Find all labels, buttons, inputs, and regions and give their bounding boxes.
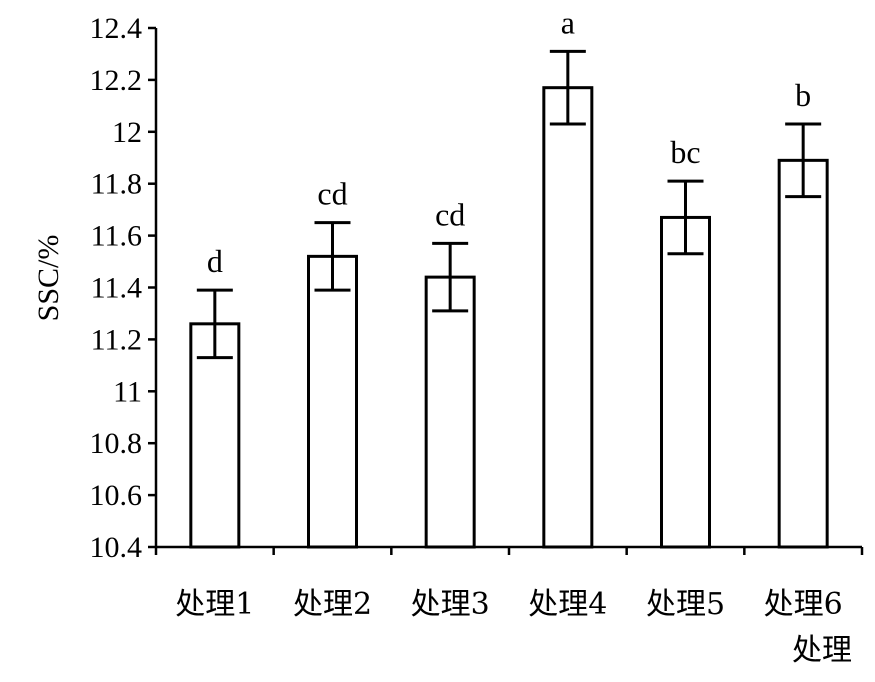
y-tick-label: 10.8	[90, 427, 143, 460]
x-category-label: 处理5	[646, 587, 725, 622]
y-tick-label: 12.2	[90, 64, 143, 97]
bar	[777, 158, 829, 549]
y-tick-label: 11	[113, 375, 142, 408]
y-tick-label: 12.4	[90, 12, 143, 45]
bars	[189, 49, 829, 549]
y-tick-label: 10.6	[90, 479, 143, 512]
y-tick-label: 11.8	[91, 168, 142, 201]
x-category-label: 处理2	[293, 587, 372, 622]
y-tick-label: 12	[112, 116, 142, 149]
significance-label: a	[561, 4, 575, 40]
x-category-label: 处理1	[175, 587, 254, 622]
y-tick-label: 11.6	[91, 220, 142, 253]
axes: 10.4 10.6 10.8 11 11.2 11.4 11.6 11.8 12 12.2 12.4	[90, 12, 864, 564]
significance-label: cd	[317, 176, 347, 212]
bar	[660, 215, 711, 549]
y-tick-label: 11.4	[91, 272, 142, 305]
significance-label: d	[207, 243, 223, 279]
y-tick-label: 11.2	[91, 323, 142, 356]
x-category-label: 处理3	[411, 587, 490, 622]
bar	[542, 86, 594, 549]
y-axis-title: SSC/%	[32, 235, 65, 322]
significance-label: cd	[435, 196, 465, 232]
significance-label: bc	[670, 134, 700, 170]
y-tick-label: 10.4	[90, 531, 143, 564]
bar	[189, 322, 241, 549]
significance-label: b	[795, 77, 811, 113]
bar	[424, 275, 476, 549]
x-category-label: 处理4	[528, 587, 607, 622]
labels: d 处理1 cd 处理2 cd 处理3 a 处理4 bc 处理5 b 处理6	[175, 4, 842, 622]
x-category-label: 处理6	[764, 587, 843, 622]
x-axis-title: 处理	[792, 633, 852, 668]
bar	[307, 254, 358, 549]
